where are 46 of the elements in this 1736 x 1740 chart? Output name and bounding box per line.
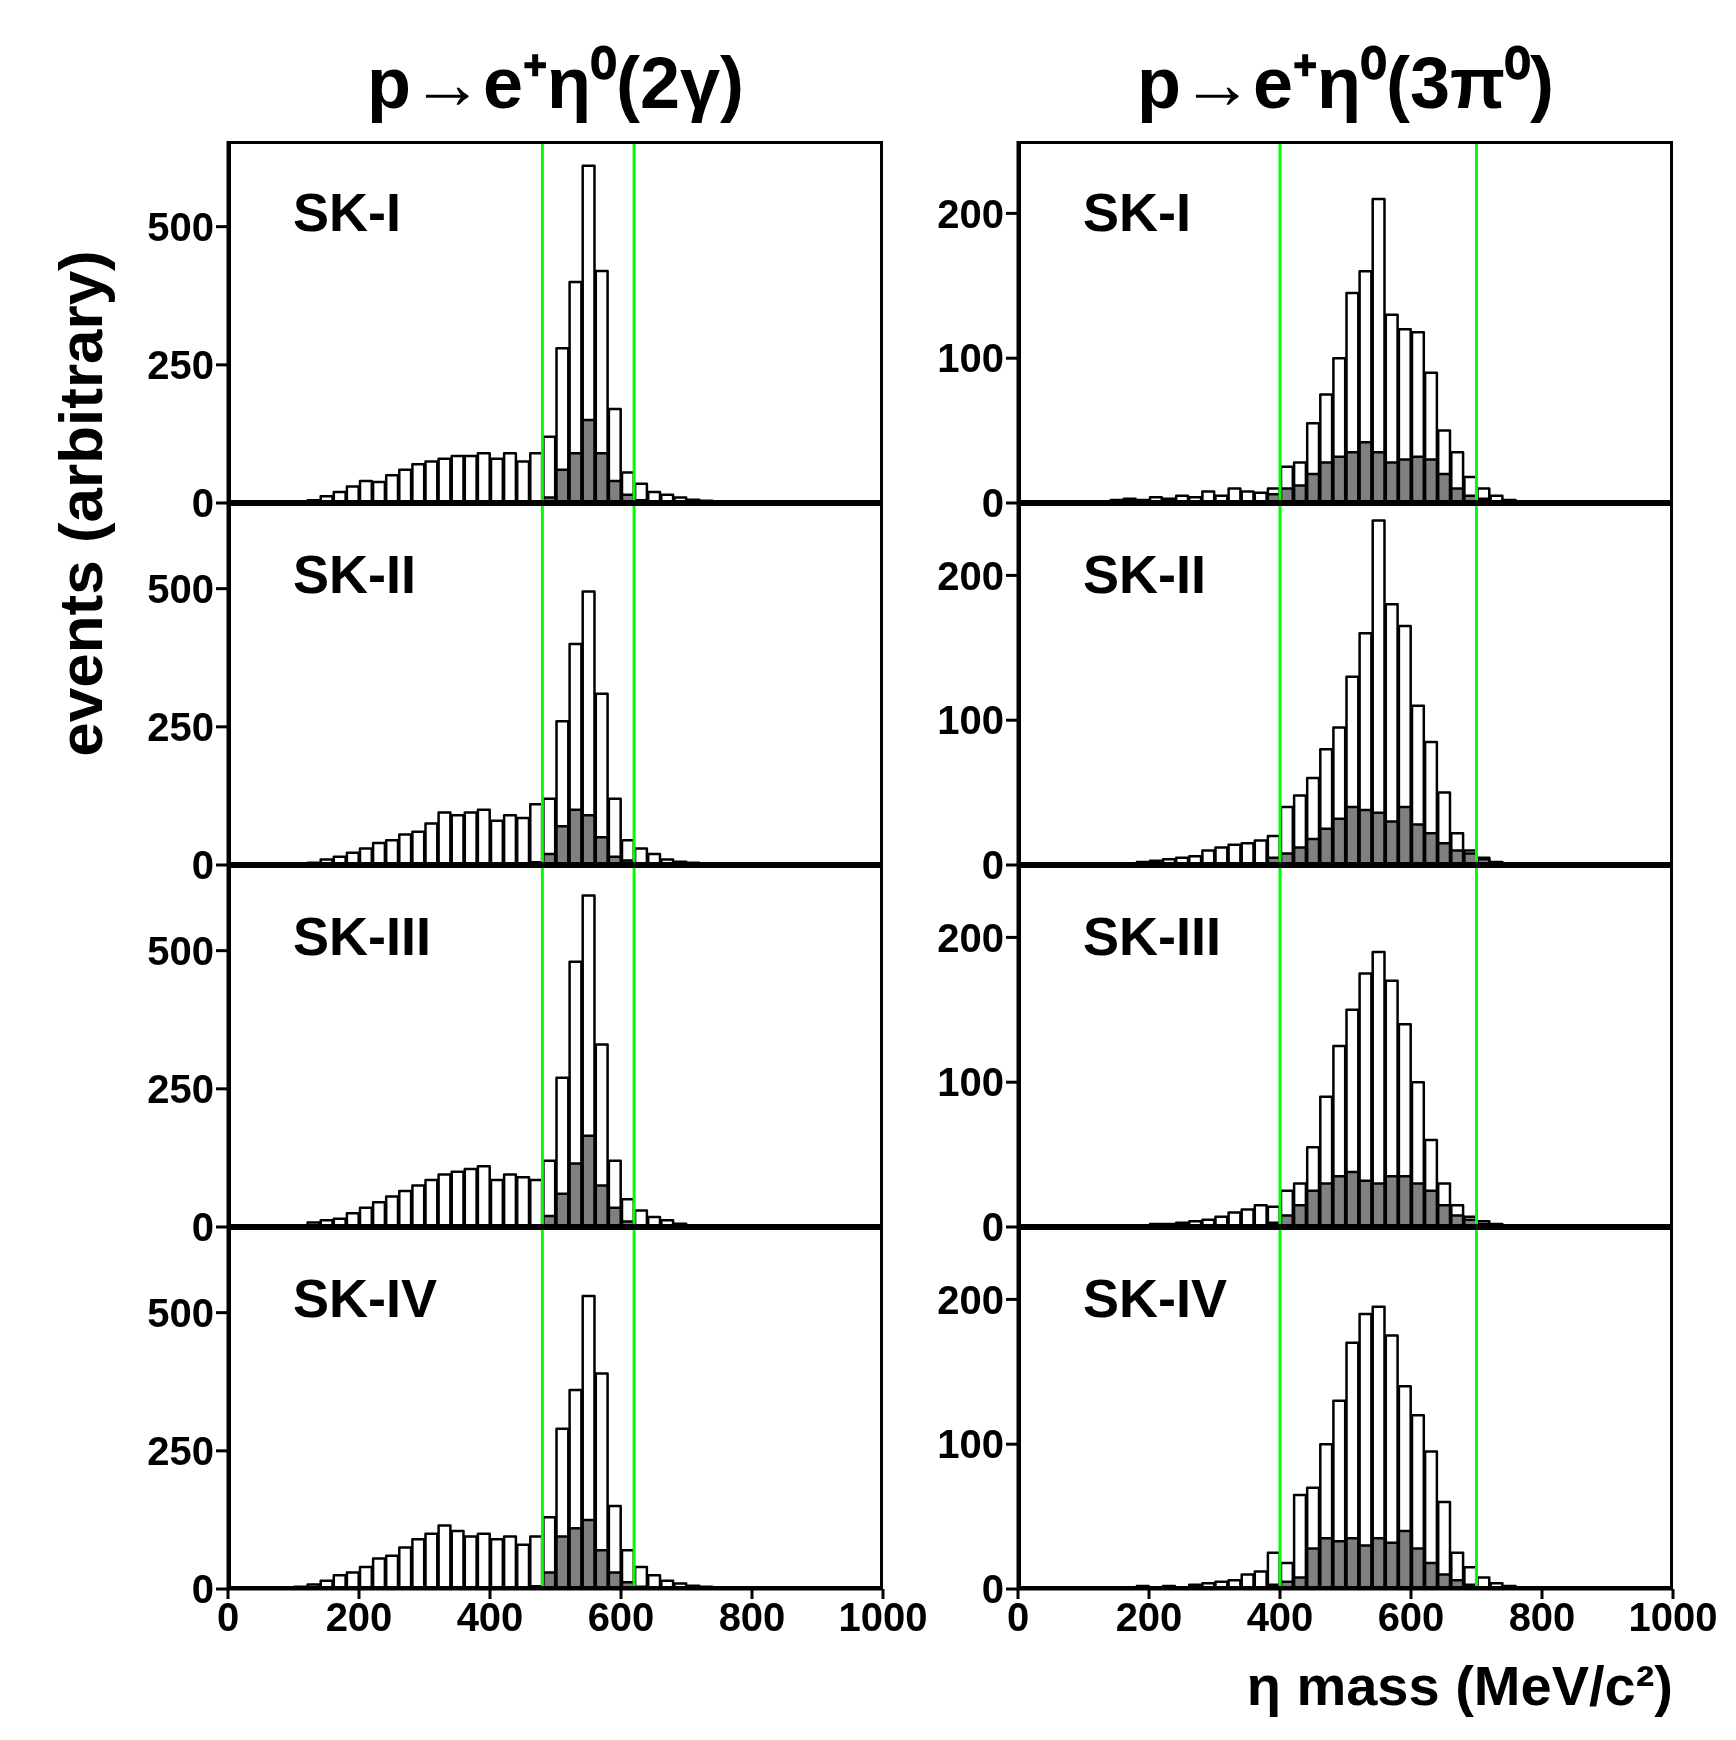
x-tick-label: 200 <box>325 1595 393 1640</box>
annotation: SK-III <box>1083 905 1222 967</box>
y-tick-label: 0 <box>981 1205 1004 1250</box>
y-tick-label: 250 <box>147 1067 214 1112</box>
y-tick-label: 0 <box>981 481 1004 526</box>
y-tick-label: 0 <box>191 1567 214 1612</box>
y-tick-label: 500 <box>147 928 214 973</box>
x-axis-title: η mass (MeV/c²) <box>1245 1653 1673 1718</box>
y-tick-label: 500 <box>147 204 214 249</box>
y-tick-label: 500 <box>147 1290 214 1335</box>
annotation: SK-I <box>293 181 401 243</box>
y-tick-label: 100 <box>937 336 1004 381</box>
y-tick-label: 200 <box>937 553 1004 598</box>
y-tick-label: 100 <box>937 698 1004 743</box>
x-tick-label: 400 <box>456 1595 524 1640</box>
y-tick-label: 0 <box>981 843 1004 888</box>
y-tick-label: 200 <box>937 191 1004 236</box>
x-tick-label: 800 <box>718 1595 786 1640</box>
annotation: SK-I <box>1083 181 1191 243</box>
y-axis-title: events (arbitrary) <box>44 249 116 757</box>
y-tick-label: 0 <box>981 1567 1004 1612</box>
x-tick-label: 800 <box>1508 1595 1576 1640</box>
y-tick-label: 200 <box>937 915 1004 960</box>
x-tick-label: 600 <box>1377 1595 1445 1640</box>
y-tick-label: 100 <box>937 1060 1004 1105</box>
x-tick-label: 600 <box>587 1595 655 1640</box>
y-tick-label: 200 <box>937 1277 1004 1322</box>
y-tick-label: 500 <box>147 566 214 611</box>
annotation: SK-IV <box>1083 1267 1228 1329</box>
y-tick-label: 250 <box>147 343 214 388</box>
x-tick-label: 1000 <box>838 1595 928 1640</box>
y-tick-label: 0 <box>191 481 214 526</box>
annotation: SK-II <box>293 543 417 605</box>
annotation: SK-III <box>293 905 432 967</box>
annotation: SK-II <box>1083 543 1207 605</box>
x-tick-label: 1000 <box>1628 1595 1718 1640</box>
y-tick-label: 0 <box>191 1205 214 1250</box>
chart-title: p→e⁺η⁰(3π⁰) <box>1135 42 1556 125</box>
y-tick-label: 100 <box>937 1422 1004 1467</box>
y-tick-label: 0 <box>191 843 214 888</box>
annotation: SK-IV <box>293 1267 438 1329</box>
x-tick-label: 200 <box>1115 1595 1183 1640</box>
y-tick-label: 250 <box>147 1429 214 1474</box>
y-tick-label: 250 <box>147 705 214 750</box>
x-tick-label: 400 <box>1246 1595 1314 1640</box>
chart-title: p→e⁺η⁰(2γ) <box>365 42 745 125</box>
